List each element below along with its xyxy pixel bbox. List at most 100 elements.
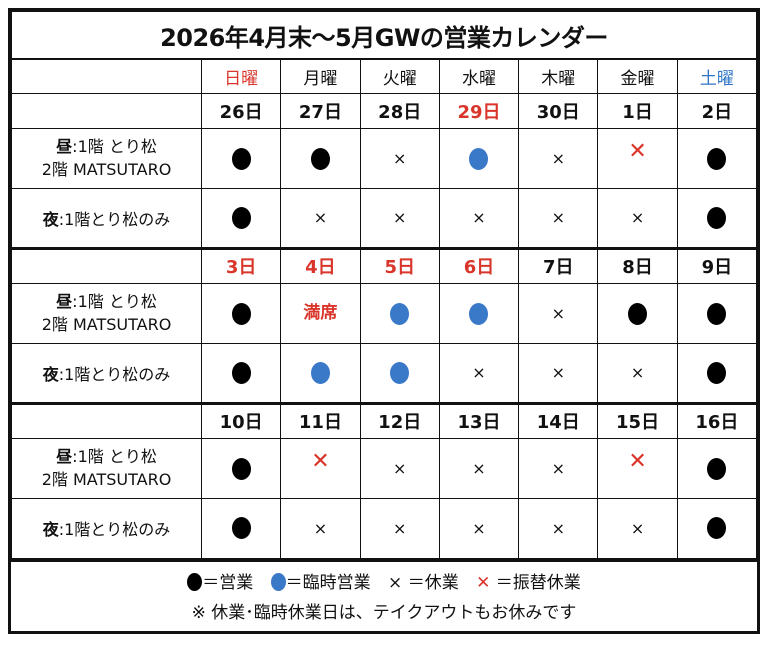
status-cell: ×	[359, 497, 440, 559]
status-cell	[676, 497, 758, 559]
weekday-header: 日曜	[200, 58, 282, 94]
date-cell: 12日	[359, 401, 440, 439]
blue-dot-icon	[310, 361, 330, 384]
cross-icon: ×	[551, 303, 565, 323]
dinner-prefix: 夜	[42, 209, 59, 229]
status-cell: ×	[597, 497, 678, 559]
black-dot-icon	[707, 206, 727, 229]
black-dot-icon	[310, 147, 330, 170]
blue-dot-icon	[270, 572, 286, 591]
status-cell: ×	[518, 282, 599, 344]
status-cell: ✕	[597, 437, 678, 499]
cross-icon: ×	[313, 208, 328, 227]
status-cell	[200, 127, 282, 189]
lunch-line2: 2階 MATSUTARO	[41, 160, 172, 179]
black-dot-icon	[187, 572, 203, 591]
cross-icon: ×	[393, 518, 407, 538]
lunch-line2: 2階 MATSUTARO	[41, 315, 172, 334]
status-cell	[200, 497, 282, 559]
black-dot-icon	[231, 361, 251, 384]
status-cell	[676, 342, 758, 404]
status-cell	[200, 342, 282, 404]
status-cell	[280, 342, 361, 404]
lunch-prefix: 昼	[56, 447, 73, 466]
lunch-label: 昼:1階 とり松 2階 MATSUTARO	[11, 437, 202, 499]
date-cell: 11日	[280, 401, 361, 439]
legend-open: ＝営業	[187, 572, 253, 593]
date-cell: 16日	[676, 401, 758, 439]
status-cell	[359, 282, 440, 344]
date-cell: 13日	[438, 401, 520, 439]
lunch-line1: :1階 とり松	[72, 447, 157, 466]
status-cell: ×	[438, 342, 520, 404]
cross-icon: ×	[630, 518, 645, 538]
cross-icon: ×	[551, 208, 565, 227]
date-cell: 27日	[280, 92, 361, 129]
dinner-row: 夜:1階とり松のみ × × ×	[11, 342, 758, 404]
weekday-header: 木曜	[518, 58, 599, 94]
lunch-line1: :1階 とり松	[72, 137, 157, 156]
dinner-label: 夜:1階とり松のみ	[11, 342, 202, 404]
status-cell: ×	[518, 127, 599, 189]
black-dot-icon	[707, 302, 727, 325]
date-row: 3日 4日 5日 6日 7日 8日 9日	[11, 246, 758, 284]
status-cell	[200, 282, 282, 344]
weekday-header: 水曜	[438, 58, 520, 94]
lunch-prefix: 昼	[56, 137, 73, 156]
blue-dot-icon	[390, 302, 410, 325]
status-cell: ×	[280, 187, 361, 249]
date-cell: 30日	[518, 92, 599, 129]
status-cell: 満席	[280, 282, 361, 344]
red-cross-icon: ✕	[628, 449, 647, 474]
status-cell	[200, 437, 282, 499]
blank-cell	[11, 58, 202, 94]
dinner-label: 夜:1階とり松のみ	[11, 187, 202, 249]
cross-icon: ×	[313, 518, 328, 538]
status-cell: ×	[518, 437, 599, 499]
blue-dot-icon	[469, 302, 489, 325]
status-cell: ×	[359, 437, 440, 499]
cross-icon: ×	[472, 518, 486, 538]
lunch-row: 昼:1階 とり松 2階 MATSUTARO 満席 ×	[11, 282, 758, 344]
status-cell: ×	[438, 437, 520, 499]
status-cell	[597, 282, 678, 344]
blank-cell	[11, 246, 202, 284]
dinner-row: 夜:1階とり松のみ × × × × ×	[11, 187, 758, 249]
weekday-row: 日曜 月曜 火曜 水曜 木曜 金曜 土曜	[11, 58, 758, 94]
lunch-prefix: 昼	[56, 292, 73, 311]
lunch-row: 昼:1階 とり松 2階 MATSUTARO ✕ × × × ✕	[11, 437, 758, 499]
blank-cell	[11, 401, 202, 439]
legend-temp: ＝臨時営業	[270, 572, 371, 593]
status-cell	[359, 342, 440, 404]
date-cell: 7日	[518, 246, 599, 284]
black-dot-icon	[231, 302, 251, 325]
black-dot-icon	[628, 302, 648, 325]
dinner-text: :1階とり松のみ	[58, 520, 171, 539]
date-cell: 9日	[676, 246, 758, 284]
dinner-label: 夜:1階とり松のみ	[11, 497, 202, 559]
dinner-text: :1階とり松のみ	[58, 364, 171, 384]
cross-icon: ×	[551, 458, 565, 478]
status-cell	[280, 127, 361, 189]
date-cell: 10日	[200, 401, 282, 439]
status-cell: ✕	[597, 127, 678, 189]
status-cell	[676, 282, 758, 344]
status-cell	[438, 127, 520, 189]
business-calendar: 2026年4月末〜5月GWの営業カレンダー 日曜 月曜 火曜 水曜 木曜 金曜 土曜 26日 2…	[8, 8, 760, 634]
status-cell: ×	[359, 187, 440, 249]
date-row: 10日 11日 12日 13日 14日 15日 16日	[11, 401, 758, 439]
black-dot-icon	[707, 457, 727, 480]
date-cell: 6日	[438, 246, 520, 284]
status-cell	[200, 187, 282, 249]
date-cell: 8日	[597, 246, 678, 284]
status-cell: ×	[438, 187, 520, 249]
status-cell: ×	[518, 342, 599, 404]
legend: ＝営業 ＝臨時営業 × ＝休業 ✕ ＝振替休業 ※ 休業･臨時休業日は、テイクア…	[11, 558, 757, 631]
lunch-label: 昼:1階 とり松 2階 MATSUTARO	[11, 282, 202, 344]
cross-icon: ×	[472, 363, 486, 382]
cross-icon: ×	[551, 148, 565, 168]
cross-icon: ×	[630, 208, 645, 227]
black-dot-icon	[231, 206, 251, 229]
cross-icon: ×	[472, 208, 486, 227]
legend-note: ※ 休業･臨時休業日は、テイクアウトもお休みです	[191, 602, 577, 623]
